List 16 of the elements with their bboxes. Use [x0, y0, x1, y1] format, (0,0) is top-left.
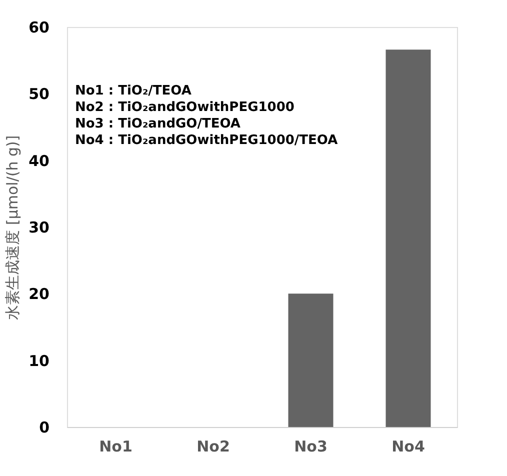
x-tick-label: No4: [392, 438, 425, 456]
y-tick-label: 20: [28, 285, 50, 304]
x-tick-label: No3: [294, 438, 328, 456]
y-tick-label: 0: [39, 418, 50, 436]
annotation: No1 : TiO₂/TEOA: [75, 83, 192, 98]
annotation: No3 : TiO₂andGO/TEOA: [75, 116, 240, 132]
y-tick-label: 30: [28, 218, 50, 236]
y-tick-label: 60: [28, 18, 50, 36]
y-tick-label: 10: [28, 352, 50, 370]
x-tick-label: No1: [99, 438, 132, 456]
annotation: No4 : TiO₂andGOwithPEG1000/TEOA: [75, 132, 338, 148]
y-tick-label: 50: [28, 85, 50, 104]
x-tick-label: No2: [196, 438, 230, 456]
y-tick-label: 40: [28, 152, 50, 170]
y-axis-title: 水素生成速度 [μmol/(h g)]: [4, 135, 22, 320]
annotation: No2 : TiO₂andGOwithPEG1000: [75, 100, 294, 115]
